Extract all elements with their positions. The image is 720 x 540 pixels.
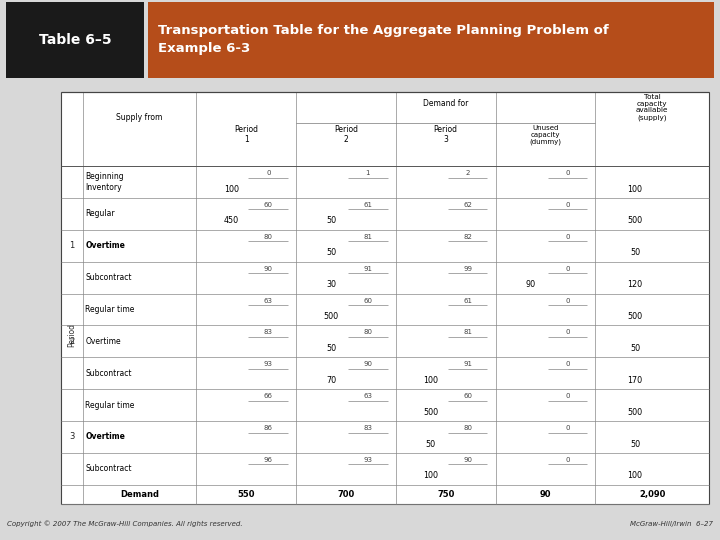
Text: 0: 0: [565, 202, 570, 208]
Text: 61: 61: [463, 298, 472, 303]
Text: 2,090: 2,090: [639, 490, 665, 499]
Text: 120: 120: [628, 280, 643, 289]
Text: McGraw-Hill/Irwin  6–27: McGraw-Hill/Irwin 6–27: [630, 521, 713, 526]
Text: 700: 700: [338, 490, 355, 499]
Bar: [6, 2, 144, 78]
Text: 99: 99: [463, 266, 472, 272]
Text: Transportation Table for the Aggregate Planning Problem of
Example 6-3: Transportation Table for the Aggregate P…: [158, 24, 609, 56]
Text: 3: 3: [69, 433, 75, 442]
Text: Beginning
Inventory: Beginning Inventory: [86, 172, 124, 192]
Text: 500: 500: [628, 312, 643, 321]
Text: 50: 50: [326, 217, 336, 225]
Text: 50: 50: [326, 344, 336, 353]
Text: 93: 93: [264, 361, 273, 367]
Text: 82: 82: [463, 234, 472, 240]
Text: 100: 100: [423, 376, 438, 385]
Text: 0: 0: [565, 393, 570, 399]
Text: 93: 93: [364, 457, 372, 463]
Text: 62: 62: [463, 202, 472, 208]
Text: Period
1: Period 1: [234, 125, 258, 145]
Text: 0: 0: [565, 234, 570, 240]
Text: 83: 83: [264, 329, 273, 335]
Text: 550: 550: [238, 490, 255, 499]
Text: 500: 500: [628, 217, 643, 225]
Text: 81: 81: [364, 234, 372, 240]
Text: 63: 63: [264, 298, 273, 303]
Text: 50: 50: [630, 344, 640, 353]
Text: Overtime: Overtime: [86, 241, 125, 250]
Text: 90: 90: [526, 280, 536, 289]
Text: 60: 60: [364, 298, 372, 303]
Text: 96: 96: [264, 457, 273, 463]
Text: 80: 80: [364, 329, 372, 335]
Text: 70: 70: [326, 376, 336, 385]
Text: 50: 50: [426, 440, 436, 449]
Text: Total
capacity
available
(supply): Total capacity available (supply): [636, 94, 668, 120]
Text: 90: 90: [463, 457, 472, 463]
Text: 83: 83: [364, 425, 372, 431]
Text: Regular: Regular: [86, 210, 115, 218]
Text: 100: 100: [423, 471, 438, 481]
Text: 500: 500: [323, 312, 338, 321]
Bar: [148, 2, 714, 78]
Text: 80: 80: [264, 234, 273, 240]
Text: 100: 100: [224, 185, 239, 193]
Text: Demand for: Demand for: [423, 99, 469, 109]
Text: Overtime: Overtime: [86, 337, 121, 346]
Text: 0: 0: [565, 361, 570, 367]
Text: 91: 91: [364, 266, 372, 272]
Text: 2: 2: [465, 170, 470, 176]
Text: 30: 30: [326, 280, 336, 289]
Text: 80: 80: [463, 425, 472, 431]
Text: Subcontract: Subcontract: [86, 273, 132, 282]
Text: 0: 0: [565, 425, 570, 431]
Text: 50: 50: [630, 440, 640, 449]
Text: 90: 90: [540, 490, 552, 499]
Text: 86: 86: [264, 425, 273, 431]
Text: 500: 500: [628, 408, 643, 417]
Text: 0: 0: [565, 298, 570, 303]
Text: 90: 90: [364, 361, 372, 367]
Text: Unused
capacity
(dummy): Unused capacity (dummy): [529, 125, 562, 145]
Text: 750: 750: [437, 490, 454, 499]
Text: Period
2: Period 2: [334, 125, 358, 145]
Text: Demand: Demand: [120, 490, 159, 499]
Text: 60: 60: [463, 393, 472, 399]
Text: 100: 100: [628, 471, 643, 481]
Text: Supply from: Supply from: [117, 113, 163, 122]
Text: 50: 50: [326, 248, 336, 257]
Text: 91: 91: [463, 361, 472, 367]
Text: 0: 0: [565, 457, 570, 463]
Text: Subcontract: Subcontract: [86, 464, 132, 474]
Text: 0: 0: [565, 266, 570, 272]
Text: 500: 500: [423, 408, 438, 417]
Text: 0: 0: [565, 329, 570, 335]
Text: Regular time: Regular time: [86, 305, 135, 314]
Text: Period
3: Period 3: [433, 125, 458, 145]
Text: 100: 100: [628, 185, 643, 193]
Text: 81: 81: [463, 329, 472, 335]
Text: 61: 61: [364, 202, 372, 208]
Text: Period: Period: [68, 323, 76, 347]
Text: 2: 2: [69, 337, 74, 346]
Text: 1: 1: [69, 241, 74, 250]
Text: Subcontract: Subcontract: [86, 369, 132, 378]
Text: 60: 60: [264, 202, 273, 208]
Text: 63: 63: [364, 393, 372, 399]
Text: 450: 450: [224, 217, 239, 225]
Text: 0: 0: [565, 170, 570, 176]
Text: Table 6–5: Table 6–5: [39, 33, 112, 47]
Text: 66: 66: [264, 393, 273, 399]
Text: Overtime: Overtime: [86, 433, 125, 442]
Text: Regular time: Regular time: [86, 401, 135, 410]
Text: Copyright © 2007 The McGraw-Hill Companies. All rights reserved.: Copyright © 2007 The McGraw-Hill Compani…: [7, 521, 243, 527]
Text: 1: 1: [366, 170, 370, 176]
Text: 50: 50: [630, 248, 640, 257]
Text: 90: 90: [264, 266, 273, 272]
Text: 170: 170: [628, 376, 643, 385]
Text: 0: 0: [266, 170, 271, 176]
